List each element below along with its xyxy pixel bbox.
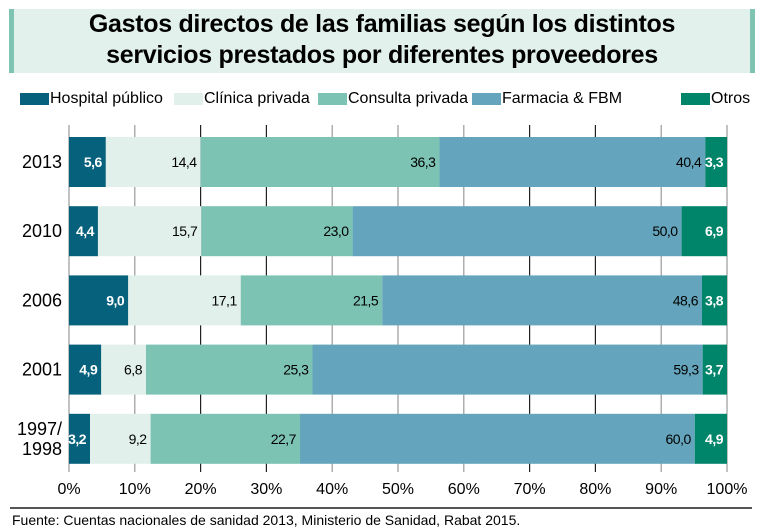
legend-swatch [174, 93, 203, 105]
x-tick-label: 60% [448, 481, 480, 498]
data-label: 9,0 [106, 292, 125, 308]
legend-item-farmacia-fbm: Farmacia & FBM [472, 90, 622, 108]
x-tick-label: 80% [579, 481, 611, 498]
x-tick-label: 90% [645, 481, 677, 498]
source-divider [10, 507, 752, 509]
legend-item-clinica-privada: Clínica privada [174, 90, 310, 108]
bar-segment [145, 344, 313, 395]
legend-swatch [318, 93, 347, 105]
bar-segment [105, 137, 201, 187]
bar-segment [439, 137, 706, 187]
data-label: 15,7 [172, 223, 198, 239]
data-label: 9,2 [129, 431, 148, 447]
data-label: 60,0 [666, 431, 692, 447]
x-tick-label: 70% [514, 481, 546, 498]
legend-swatch [20, 93, 49, 105]
data-label: 50,0 [652, 223, 678, 239]
x-tick-label: 0% [57, 481, 80, 498]
data-label: 36,3 [410, 154, 436, 170]
data-label: 4,9 [705, 431, 724, 447]
bar-segment [69, 206, 98, 257]
data-label: 5,6 [84, 154, 103, 170]
chart-title-line-1: Gastos directos de las familias según lo… [88, 10, 676, 38]
data-label: 3,7 [705, 362, 724, 378]
chart-title: Gastos directos de las familias según lo… [9, 9, 755, 73]
legend-item-consulta-privada: Consulta privada [318, 90, 468, 108]
legend-label: Clínica privada [204, 90, 310, 107]
data-label: 6,9 [705, 223, 724, 239]
bar-segment [90, 413, 151, 464]
y-category-label: 2001 [22, 360, 62, 380]
bar-segment [240, 275, 383, 326]
y-category-label: 1997/ [17, 419, 62, 439]
bar-segment [352, 206, 682, 257]
data-label: 3,8 [705, 292, 724, 308]
bar-segment [101, 344, 146, 395]
data-label: 22,7 [271, 431, 297, 447]
bar-segment [702, 344, 727, 395]
legend-swatch [681, 93, 710, 105]
y-category-label: 2010 [22, 221, 62, 241]
data-label: 21,5 [353, 292, 379, 308]
x-tick-label: 20% [185, 481, 217, 498]
legend-label: Otros [711, 90, 751, 107]
data-label: 23,0 [323, 223, 349, 239]
legend-swatch [472, 93, 501, 105]
bar-segment [150, 413, 300, 464]
bar-segment [128, 275, 241, 326]
x-tick-label: 50% [382, 481, 414, 498]
bar-segment [69, 344, 102, 395]
legend-label: Consulta privada [348, 90, 469, 107]
bar-segment [201, 206, 353, 257]
legend-label: Hospital público [50, 90, 163, 107]
x-tick-label: 40% [316, 481, 348, 498]
data-label: 6,8 [124, 362, 143, 378]
source-note: Fuente: Cuentas nacionales de sanidad 20… [12, 512, 521, 528]
x-tick-label: 100% [707, 481, 748, 498]
data-label: 48,6 [673, 292, 699, 308]
bar-segment [200, 137, 440, 187]
data-label: 4,4 [76, 223, 95, 239]
data-label: 40,4 [676, 154, 702, 170]
bar-segment [382, 275, 702, 326]
bar-segment [701, 275, 727, 326]
x-tick-label: 30% [250, 481, 282, 498]
chart-title-line-2: servicios prestados por diferentes prove… [106, 41, 658, 69]
data-label: 14,4 [171, 154, 197, 170]
y-category-label: 2013 [22, 152, 62, 172]
bar-segment [705, 137, 727, 187]
data-label: 3,3 [705, 154, 724, 170]
legend-item-hospital-publico: Hospital público [20, 90, 163, 108]
data-label: 59,3 [673, 362, 699, 378]
x-tick-label: 10% [119, 481, 151, 498]
legend-item-otros: Otros [681, 90, 750, 108]
bar-segment [681, 206, 727, 257]
y-category-label: 2006 [22, 290, 62, 310]
bar-segment [69, 413, 91, 464]
data-label: 25,3 [283, 362, 309, 378]
data-label: 3,2 [68, 431, 87, 447]
data-label: 4,9 [79, 362, 98, 378]
legend-label: Farmacia & FBM [502, 90, 623, 107]
y-category-label: 1998 [22, 439, 62, 459]
bar-segment [694, 413, 727, 464]
bar-segment [69, 137, 106, 187]
bar-segment [69, 275, 129, 326]
bar-segment [97, 206, 202, 257]
bar-segment [299, 413, 695, 464]
bar-segment [312, 344, 703, 395]
data-label: 17,1 [211, 292, 237, 308]
